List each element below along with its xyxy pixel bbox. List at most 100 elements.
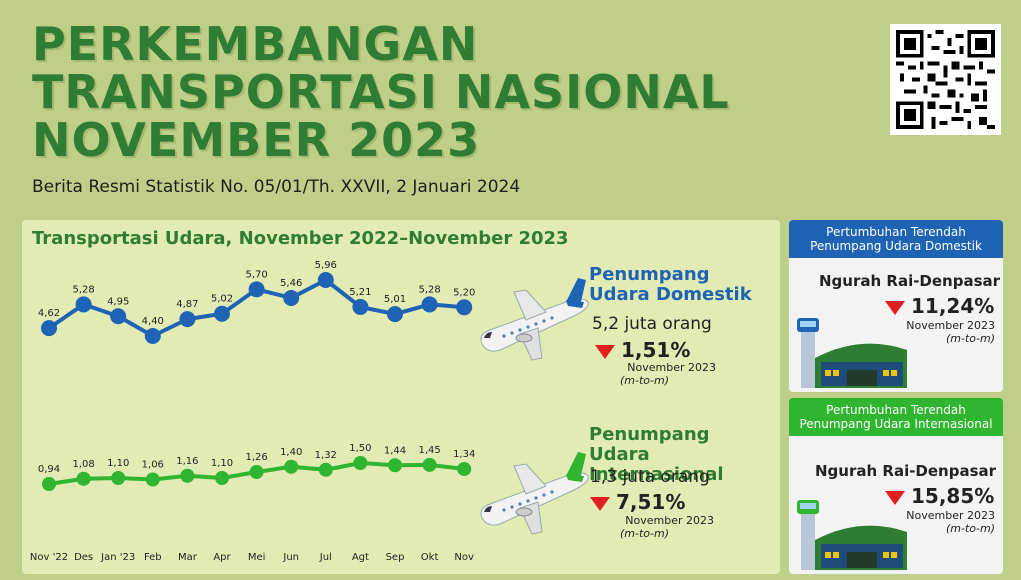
data-point[interactable]: [76, 471, 91, 486]
international-period: November 2023 (m-to-m): [610, 514, 714, 540]
domestic-airplane-icon: [480, 278, 589, 361]
line-chart: 4,62 5,28 4,95 4,40 4,87 5,02 5,70 5,46 5,96 5,21…: [30, 260, 475, 563]
side-domestic-period-month: November 2023: [906, 319, 995, 332]
title-line-3: NOVEMBER 2023: [32, 113, 481, 167]
side-card-domestic-heading: Pertumbuhan Terendah Penumpang Udara Dom…: [789, 220, 1003, 258]
side-domestic-airport: Ngurah Rai-Denpasar: [819, 272, 1001, 290]
data-label: 1,50: [349, 443, 371, 454]
data-label: 5,01: [384, 294, 406, 305]
x-tick-label: Jun: [282, 552, 299, 563]
international-label-line2: Udara Internasional: [589, 444, 724, 485]
data-point[interactable]: [421, 296, 438, 313]
side-domestic-period-basis: (m-to-m): [946, 332, 995, 345]
domestic-change-value: 1,51%: [621, 338, 691, 362]
x-tick-label: Agt: [352, 552, 369, 563]
x-tick-label: Mei: [248, 552, 266, 563]
data-point[interactable]: [352, 298, 369, 315]
data-point[interactable]: [249, 465, 264, 479]
data-label: 1,10: [107, 458, 129, 469]
data-label: 1,34: [453, 449, 475, 460]
data-label: 1,06: [142, 460, 164, 471]
international-label: Penumpang Udara Internasional: [589, 425, 780, 485]
international-period-basis: (m-to-m): [620, 527, 669, 540]
data-label: 5,02: [211, 294, 233, 305]
x-tick-label: Mar: [178, 552, 198, 563]
title-line-2: TRANSPORTASI NASIONAL: [32, 65, 730, 119]
data-point[interactable]: [248, 281, 265, 298]
data-point[interactable]: [317, 272, 334, 288]
data-point[interactable]: [42, 477, 56, 491]
side-international-period-basis: (m-to-m): [946, 522, 995, 535]
international-count: 1,3 juta orang: [590, 467, 710, 487]
x-tick-label: Nov: [454, 552, 474, 563]
x-tick-label: Jul: [319, 552, 332, 563]
x-tick-label: Apr: [213, 552, 231, 563]
side-domestic-change-value: 11,24%: [911, 294, 995, 318]
x-tick-label: Okt: [421, 552, 439, 563]
data-label: 5,20: [453, 287, 475, 298]
domestic-period-basis: (m-to-m): [620, 374, 669, 387]
x-tick-label: Des: [74, 552, 93, 563]
data-point[interactable]: [180, 468, 195, 483]
side-international-change-value: 15,85%: [911, 484, 995, 508]
data-label: 1,44: [384, 445, 406, 456]
data-label: 5,96: [315, 260, 337, 271]
international-label-line1: Penumpang: [589, 424, 710, 445]
data-label: 5,70: [245, 269, 267, 280]
data-point[interactable]: [179, 311, 196, 328]
qr-code[interactable]: [890, 24, 1001, 135]
data-point[interactable]: [456, 299, 473, 316]
x-tick-label: Sep: [386, 552, 405, 563]
data-point[interactable]: [75, 296, 92, 313]
data-point[interactable]: [318, 462, 333, 477]
international-change-value: 7,51%: [616, 490, 686, 514]
side-international-period-month: November 2023: [906, 509, 995, 522]
international-change: 7,51%: [590, 490, 685, 514]
data-point[interactable]: [215, 471, 229, 485]
data-point[interactable]: [144, 328, 161, 344]
page-subtitle: Berita Resmi Statistik No. 05/01/Th. XXV…: [32, 177, 521, 197]
data-point[interactable]: [111, 471, 126, 485]
data-label: 1,45: [418, 445, 440, 456]
decrease-arrow-icon: [885, 300, 905, 315]
side-card-domestic: Pertumbuhan Terendah Penumpang Udara Dom…: [789, 220, 1003, 392]
data-point[interactable]: [353, 456, 368, 470]
data-label: 1,32: [315, 450, 337, 461]
qr-code-icon: [896, 30, 995, 129]
data-point[interactable]: [41, 320, 57, 337]
domestic-change: 1,51%: [595, 338, 690, 362]
x-tick-label: Feb: [144, 552, 162, 563]
domestic-label: Penumpang Udara Domestik: [589, 265, 752, 305]
domestic-count: 5,2 juta orang: [592, 314, 712, 334]
data-point[interactable]: [284, 459, 299, 474]
side-domestic-change: 11,24%: [885, 294, 994, 318]
airport-terminal-icon: [797, 318, 907, 388]
side-domestic-period: November 2023 (m-to-m): [889, 319, 995, 345]
data-point[interactable]: [283, 289, 300, 306]
data-label: 1,16: [176, 456, 198, 467]
chart-panel: Transportasi Udara, November 2022–Novemb…: [22, 220, 780, 574]
airport-terminal-icon: [797, 500, 907, 570]
data-point[interactable]: [388, 458, 402, 473]
x-tick-label: Jan '23: [100, 552, 135, 563]
data-point[interactable]: [457, 462, 472, 476]
decrease-arrow-icon: [595, 344, 615, 359]
side-international-period: November 2023 (m-to-m): [889, 509, 995, 535]
data-point[interactable]: [214, 305, 230, 322]
x-tick-label: Nov '22: [30, 552, 68, 563]
data-label: 5,28: [418, 284, 440, 295]
domestic-period: November 2023 (m-to-m): [612, 361, 716, 387]
side-card-international-heading: Pertumbuhan Terendah Penumpang Udara Int…: [789, 398, 1003, 436]
data-point[interactable]: [110, 308, 127, 325]
data-point[interactable]: [145, 472, 160, 487]
international-airplane-icon: [480, 452, 589, 535]
title-line-1: PERKEMBANGAN: [32, 17, 479, 71]
side-card-international: Pertumbuhan Terendah Penumpang Udara Int…: [789, 398, 1003, 574]
side-international-change: 15,85%: [885, 484, 994, 508]
chart-title: Transportasi Udara, November 2022–Novemb…: [32, 228, 569, 249]
data-point[interactable]: [387, 306, 403, 323]
page-title: PERKEMBANGAN TRANSPORTASI NASIONAL NOVEM…: [32, 20, 730, 164]
data-point[interactable]: [422, 457, 437, 472]
data-label: 0,94: [38, 464, 60, 475]
data-label: 5,28: [72, 284, 94, 295]
